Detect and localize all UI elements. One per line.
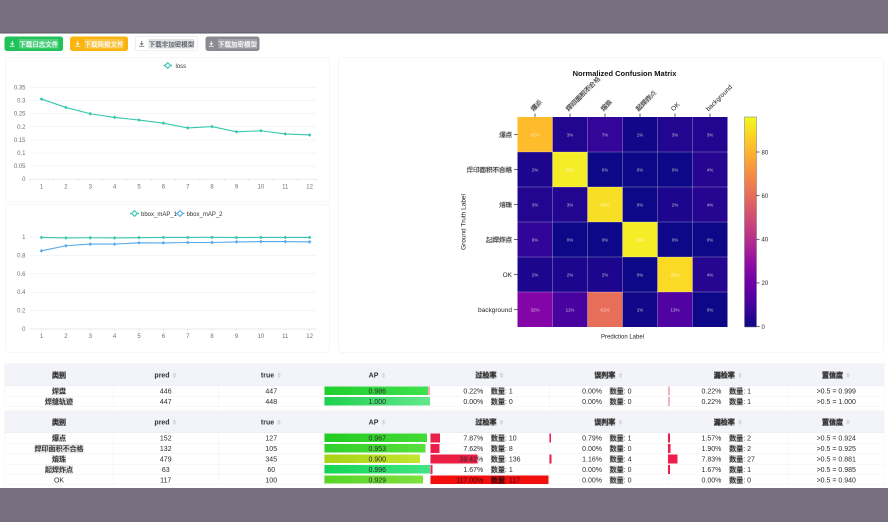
svg-text:6: 6: [162, 334, 166, 340]
svg-text:loss: loss: [176, 64, 187, 70]
svg-text:2: 2: [64, 185, 68, 191]
svg-text:11%: 11%: [566, 307, 575, 312]
svg-text:40: 40: [762, 238, 769, 244]
svg-text:2%: 2%: [532, 167, 539, 172]
svg-text:0%: 0%: [637, 202, 644, 207]
svg-text:OK: OK: [503, 272, 513, 279]
svg-text:10: 10: [258, 185, 265, 191]
svg-text:0.4: 0.4: [17, 290, 26, 296]
svg-text:0.3: 0.3: [17, 99, 26, 105]
svg-text:0: 0: [762, 325, 766, 331]
svg-text:2%: 2%: [567, 272, 574, 277]
svg-text:0%: 0%: [707, 237, 714, 242]
svg-text:2%: 2%: [602, 272, 609, 277]
svg-text:焊印面积不合格: 焊印面积不合格: [564, 74, 603, 113]
svg-text:4: 4: [113, 334, 117, 340]
svg-text:11: 11: [282, 334, 289, 340]
svg-text:0%: 0%: [602, 237, 609, 242]
svg-text:1%: 1%: [637, 307, 644, 312]
svg-text:0%: 0%: [602, 167, 609, 172]
svg-text:1%: 1%: [637, 132, 644, 137]
svg-text:Ground Truth Label: Ground Truth Label: [461, 193, 468, 250]
svg-text:7: 7: [186, 334, 190, 340]
svg-text:13%: 13%: [670, 307, 679, 312]
svg-text:8: 8: [210, 334, 214, 340]
svg-text:1: 1: [40, 334, 44, 340]
svg-text:93%: 93%: [565, 167, 574, 172]
svg-text:90%: 90%: [600, 202, 609, 207]
svg-text:2%: 2%: [532, 272, 539, 277]
svg-text:0.8: 0.8: [17, 253, 26, 259]
svg-text:0.25: 0.25: [14, 112, 26, 118]
svg-text:93%: 93%: [635, 237, 644, 242]
svg-text:0.1: 0.1: [17, 151, 26, 157]
svg-text:起焊炸点: 起焊炸点: [486, 235, 513, 244]
svg-text:3%: 3%: [672, 132, 679, 137]
svg-text:3: 3: [89, 334, 93, 340]
svg-text:32%: 32%: [530, 307, 539, 312]
svg-text:background: background: [478, 307, 512, 314]
svg-text:0%: 0%: [637, 272, 644, 277]
svg-text:7: 7: [186, 185, 190, 191]
svg-text:4%: 4%: [707, 202, 714, 207]
svg-text:Normalized Confusion Matrix: Normalized Confusion Matrix: [573, 69, 678, 78]
svg-text:3%: 3%: [567, 202, 574, 207]
svg-text:9: 9: [235, 334, 239, 340]
svg-text:0.2: 0.2: [17, 125, 26, 131]
svg-text:0.35: 0.35: [14, 86, 26, 92]
svg-text:3%: 3%: [532, 202, 539, 207]
svg-text:3: 3: [89, 185, 93, 191]
svg-text:焊印面积不合格: 焊印面积不合格: [467, 165, 513, 174]
svg-text:爆点: 爆点: [529, 97, 545, 113]
svg-text:0%: 0%: [707, 307, 714, 312]
svg-text:7%: 7%: [602, 132, 609, 137]
svg-text:3%: 3%: [707, 132, 714, 137]
svg-text:8: 8: [210, 185, 214, 191]
svg-text:10: 10: [258, 334, 265, 340]
svg-text:熔珠: 熔珠: [499, 200, 513, 209]
svg-text:61%: 61%: [600, 307, 609, 312]
svg-text:熔珠: 熔珠: [599, 97, 615, 113]
svg-text:20: 20: [762, 281, 769, 287]
svg-text:4%: 4%: [707, 272, 714, 277]
svg-text:0.2: 0.2: [17, 309, 26, 315]
svg-text:12: 12: [306, 334, 313, 340]
svg-text:82%: 82%: [530, 132, 539, 137]
svg-text:6%: 6%: [532, 237, 539, 242]
svg-text:60: 60: [762, 194, 769, 200]
svg-text:bbox_mAP_1: bbox_mAP_1: [141, 212, 178, 218]
svg-text:OK: OK: [670, 101, 682, 113]
svg-text:5: 5: [137, 185, 141, 191]
svg-text:2%: 2%: [672, 202, 679, 207]
svg-text:6: 6: [162, 185, 166, 191]
svg-text:1: 1: [22, 235, 26, 241]
svg-text:0: 0: [22, 177, 26, 183]
svg-text:89%: 89%: [670, 272, 679, 277]
svg-text:0%: 0%: [672, 167, 679, 172]
svg-text:1: 1: [40, 185, 44, 191]
svg-text:11: 11: [282, 185, 289, 191]
svg-text:background: background: [705, 84, 734, 113]
svg-text:0%: 0%: [672, 237, 679, 242]
svg-text:0.15: 0.15: [14, 138, 26, 144]
svg-text:0.05: 0.05: [14, 164, 26, 170]
svg-text:80: 80: [762, 150, 769, 156]
svg-text:3%: 3%: [567, 132, 574, 137]
svg-text:0%: 0%: [637, 167, 644, 172]
svg-text:起焊炸点: 起焊炸点: [634, 88, 659, 113]
svg-text:0%: 0%: [567, 237, 574, 242]
svg-text:5: 5: [137, 334, 141, 340]
svg-text:12: 12: [306, 185, 313, 191]
svg-text:4%: 4%: [707, 167, 714, 172]
svg-text:4: 4: [113, 185, 117, 191]
svg-text:9: 9: [235, 185, 239, 191]
svg-text:0.6: 0.6: [17, 272, 26, 278]
svg-text:爆点: 爆点: [499, 130, 513, 139]
svg-text:2: 2: [64, 334, 68, 340]
svg-text:Prediction Label: Prediction Label: [601, 335, 644, 341]
svg-text:0: 0: [22, 327, 26, 333]
svg-text:bbox_mAP_2: bbox_mAP_2: [187, 212, 224, 218]
